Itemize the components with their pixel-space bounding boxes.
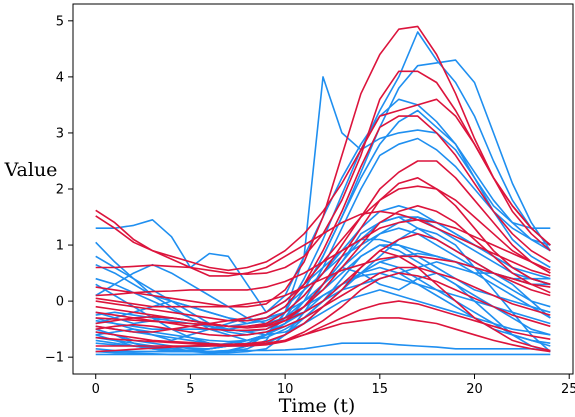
y-tick-label: 2 [56,183,64,198]
series-line-36 [95,300,551,347]
series-line-15 [95,31,551,353]
y-axis-label: Value [4,159,58,181]
series-line-29 [95,115,551,322]
series-line-31 [95,177,551,332]
x-tick-label: 25 [561,382,575,397]
series-line-38 [95,249,551,353]
series-line-35 [95,272,551,346]
series-line-39 [95,255,551,308]
axes-layer: 0 5 10 15 20 25 −1 0 1 2 3 4 5 [45,3,575,397]
series-line-23 [95,137,551,336]
x-axis-label: Time (t) [279,395,356,417]
x-tick-label: 15 [372,382,389,397]
series-line-28 [95,25,551,308]
y-tick-label: 1 [56,239,64,254]
y-tick-label: 4 [56,70,64,85]
y-tick-label: 0 [56,295,64,310]
series-line-32 [95,205,551,328]
y-tick-label: 3 [56,126,64,141]
series-line-41 [95,185,551,333]
series-line-24 [95,76,551,353]
series-line-27 [95,70,551,276]
y-tick-label: 5 [56,14,64,29]
x-tick-label: 0 [92,382,100,397]
series-line-33 [95,233,551,329]
series-line-37 [95,317,551,353]
series-line-16 [95,109,551,356]
series-line-13 [95,98,551,314]
plot-frame [72,3,574,375]
x-tick-label: 5 [186,382,194,397]
y-tick-label: −1 [45,351,64,366]
x-tick-label: 10 [277,382,294,397]
x-tick-label: 20 [466,382,483,397]
series-line-3 [95,266,551,354]
series-layer [95,25,551,356]
